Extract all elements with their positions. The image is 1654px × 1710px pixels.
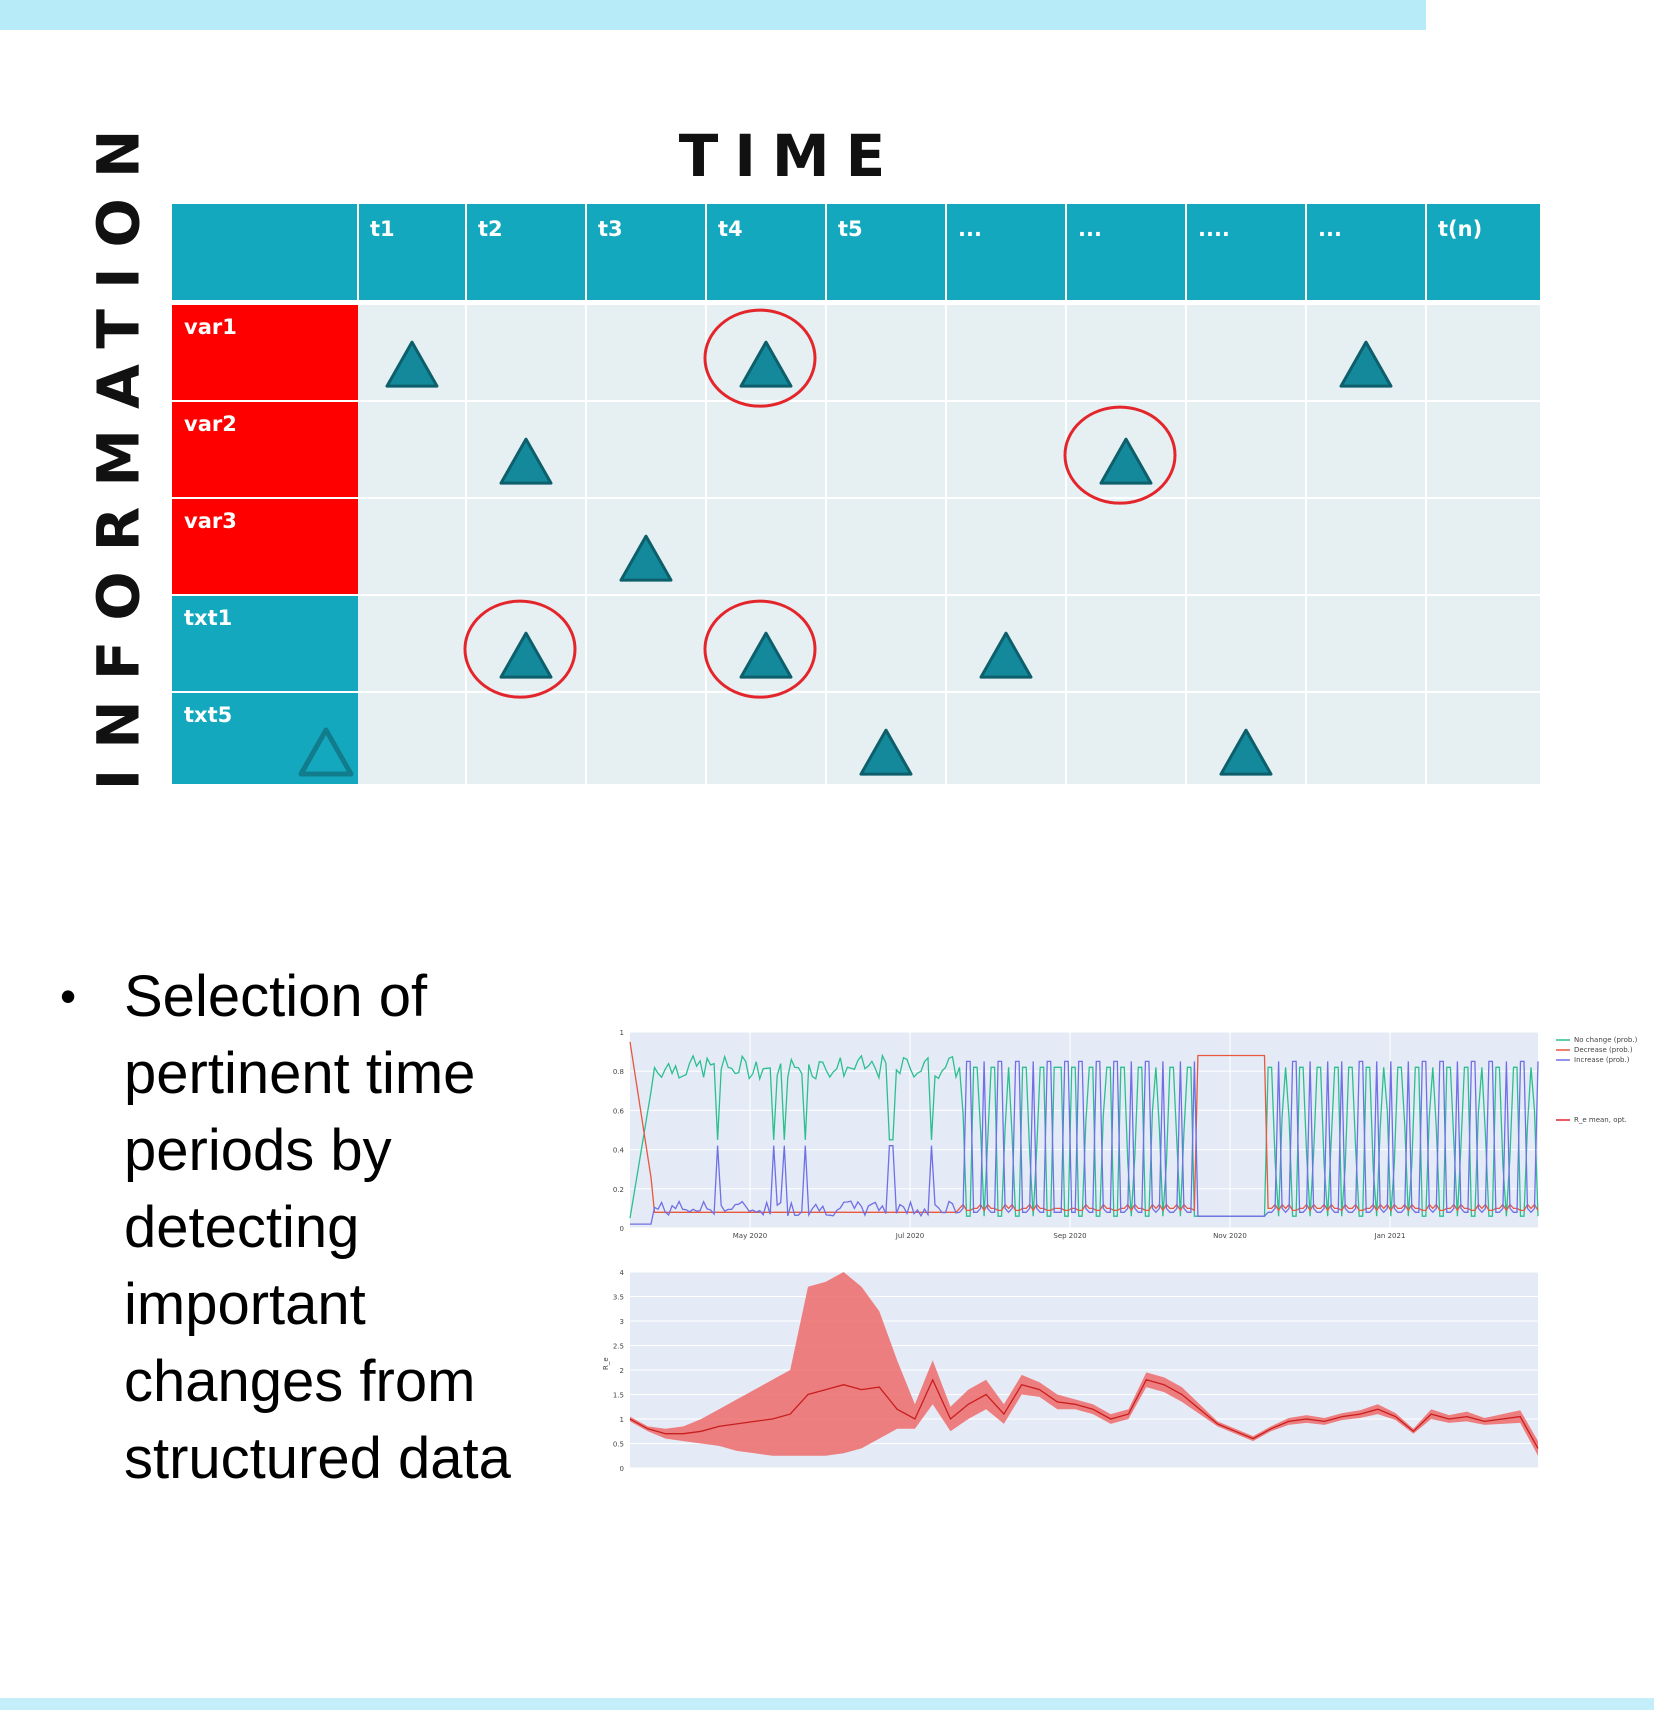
event-triangle-10 xyxy=(1219,728,1273,776)
row-label-cell-txt1 xyxy=(172,595,358,692)
bullet-marker: • xyxy=(60,970,77,1022)
row-label-cell-var2 xyxy=(172,401,358,498)
prob-chart-ytick-5: 1 xyxy=(620,1029,624,1037)
re-chart-ytick-4: 2 xyxy=(620,1367,624,1375)
re-chart-ytick-7: 3.5 xyxy=(613,1294,624,1302)
row-label-cell-var1 xyxy=(172,304,358,401)
prob-series-line-1 xyxy=(629,1041,1539,1213)
re-chart-ytick-3: 1.5 xyxy=(613,1392,624,1400)
prob-chart-xtick-0: May 2020 xyxy=(733,1232,768,1240)
re-legend-label: R_e mean, opt. xyxy=(1574,1116,1627,1124)
re-chart-ytick-2: 1 xyxy=(620,1416,624,1424)
change-detection-charts: 0 0.2 0.4 0.6 0.8 1 May 2020 Jul 2020 Sep 2020 No… xyxy=(600,1020,1650,1480)
column-header-2: t3 xyxy=(598,217,623,241)
txt5-label-triangle xyxy=(298,727,354,777)
column-header-0: t1 xyxy=(370,217,395,241)
highlight-circle-7 xyxy=(703,599,817,699)
column-header-8: ... xyxy=(1318,217,1342,241)
prob-chart-ytick-0: 0 xyxy=(620,1225,624,1233)
row-label-var2: var2 xyxy=(184,412,237,436)
prob-chart-xtick-3: Nov 2020 xyxy=(1213,1232,1247,1240)
prob-chart-ytick-4: 0.8 xyxy=(613,1068,624,1076)
event-triangle-8 xyxy=(979,631,1033,679)
bottom-decorative-band xyxy=(0,1698,1654,1710)
row-label-cell-var3 xyxy=(172,498,358,595)
re-chart-ytick-6: 3 xyxy=(620,1318,624,1326)
time-axis-label: TIME xyxy=(678,122,902,190)
row-label-var1: var1 xyxy=(184,315,237,339)
event-triangle-3 xyxy=(499,437,553,485)
event-triangle-0 xyxy=(385,340,439,388)
re-chart-ytick-1: 0.5 xyxy=(613,1441,624,1449)
re-chart-ylabel: R_e xyxy=(602,1357,610,1370)
prob-series-line-2 xyxy=(630,1060,1539,1225)
column-header-3: t4 xyxy=(718,217,743,241)
row-label-txt5: txt5 xyxy=(184,703,232,727)
re-mean-line xyxy=(629,1378,1539,1449)
prob-chart-xtick-2: Sep 2020 xyxy=(1053,1232,1086,1240)
re-chart-ytick-5: 2.5 xyxy=(613,1343,624,1351)
row-label-var3: var3 xyxy=(184,509,237,533)
column-header-9: t(n) xyxy=(1438,217,1482,241)
prob-legend-label-2: Increase (prob.) xyxy=(1574,1056,1630,1064)
column-header-5: ... xyxy=(958,217,982,241)
prob-chart-ytick-3: 0.6 xyxy=(613,1107,625,1115)
prob-legend-label-1: Decrease (prob.) xyxy=(1574,1046,1633,1054)
row-cells-var3 xyxy=(358,498,1540,595)
prob-chart-xtick-4: Jan 2021 xyxy=(1374,1232,1406,1240)
prob-series-line-0 xyxy=(629,1053,1539,1219)
event-triangle-9 xyxy=(859,728,913,776)
prob-chart-ytick-2: 0.4 xyxy=(613,1147,625,1155)
column-header-7: .... xyxy=(1198,217,1230,241)
event-triangle-5 xyxy=(619,534,673,582)
charts-svg: 0 0.2 0.4 0.6 0.8 1 May 2020 Jul 2020 Sep 2020 No… xyxy=(602,1029,1638,1473)
bullet-text: Selection of pertinent time periods by d… xyxy=(124,964,511,1491)
event-triangle-6 xyxy=(499,631,553,679)
re-chart-ytick-8: 4 xyxy=(620,1269,625,1277)
highlight-circle-4 xyxy=(1063,405,1177,505)
row-label-txt1: txt1 xyxy=(184,606,232,630)
information-axis-text: INFORMATION xyxy=(84,109,152,791)
grid-svg: t1 t2 t3 t4 t5............. t(n) var1 var2 var3 t… xyxy=(172,204,1540,784)
prob-chart-xtick-1: Jul 2020 xyxy=(895,1232,925,1240)
column-header-4: t5 xyxy=(838,217,863,241)
top-decorative-band xyxy=(0,0,1426,30)
information-time-grid: t1 t2 t3 t4 t5............. t(n) var1 var2 var3 t… xyxy=(172,204,1540,784)
highlight-circle-1 xyxy=(703,308,817,408)
column-header-6: ... xyxy=(1078,217,1102,241)
event-triangle-1 xyxy=(739,340,793,388)
re-chart-ytick-0: 0 xyxy=(620,1465,624,1473)
re-confidence-band xyxy=(630,1272,1538,1456)
prob-chart-ytick-1: 0.2 xyxy=(613,1186,624,1194)
highlight-circle-6 xyxy=(463,599,577,699)
event-triangle-2 xyxy=(1339,340,1393,388)
prob-legend-label-0: No change (prob.) xyxy=(1574,1036,1638,1044)
grid-header-row xyxy=(172,204,1540,300)
information-axis-label: INFORMATION xyxy=(78,95,158,805)
event-triangle-4 xyxy=(1099,437,1153,485)
column-header-1: t2 xyxy=(478,217,503,241)
row-label-cell-txt5 xyxy=(172,692,358,784)
row-cells-var2 xyxy=(358,401,1540,498)
row-cells-txt5 xyxy=(358,692,1540,784)
event-triangle-7 xyxy=(739,631,793,679)
